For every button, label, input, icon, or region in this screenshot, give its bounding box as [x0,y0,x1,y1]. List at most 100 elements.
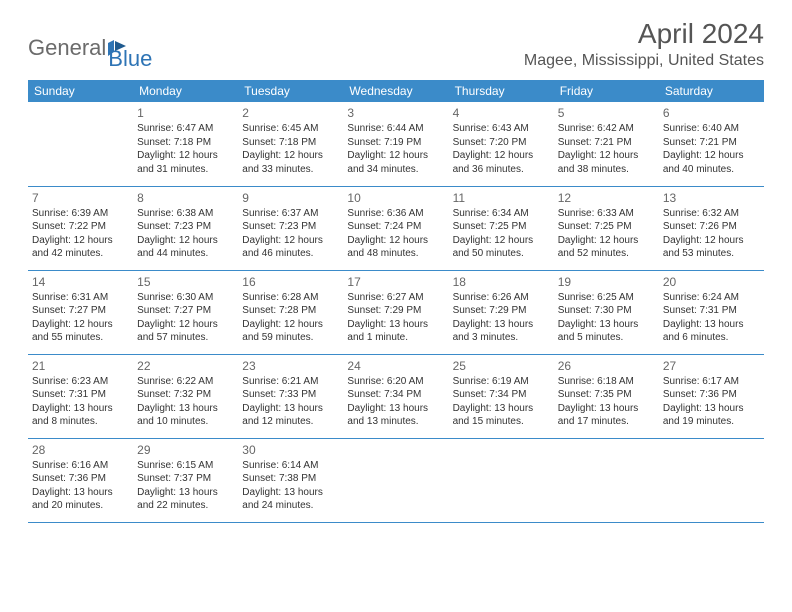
day-number: 28 [32,442,129,458]
brand-part1: General [28,35,106,61]
weekday-header-row: Sunday Monday Tuesday Wednesday Thursday… [28,80,764,102]
daylight-text: Daylight: 12 hours [558,149,655,163]
weekday-header: Friday [554,80,659,102]
sunrise-text: Sunrise: 6:36 AM [347,207,444,221]
title-block: April 2024 Magee, Mississippi, United St… [524,18,764,70]
sunset-text: Sunset: 7:34 PM [347,388,444,402]
sunrise-text: Sunrise: 6:43 AM [453,122,550,136]
daylight-text: Daylight: 12 hours [347,149,444,163]
daylight-text: Daylight: 13 hours [558,318,655,332]
brand-part2: Blue [108,46,152,72]
day-number: 18 [453,274,550,290]
calendar-day-cell: 17Sunrise: 6:27 AMSunset: 7:29 PMDayligh… [343,270,448,354]
sunset-text: Sunset: 7:36 PM [663,388,760,402]
header: General Blue April 2024 Magee, Mississip… [28,18,764,72]
calendar-day-cell: 16Sunrise: 6:28 AMSunset: 7:28 PMDayligh… [238,270,343,354]
day-number: 15 [137,274,234,290]
calendar-day-cell: 24Sunrise: 6:20 AMSunset: 7:34 PMDayligh… [343,354,448,438]
daylight-text: and 36 minutes. [453,163,550,177]
daylight-text: Daylight: 12 hours [137,234,234,248]
calendar-day-cell: 29Sunrise: 6:15 AMSunset: 7:37 PMDayligh… [133,438,238,522]
daylight-text: and 59 minutes. [242,331,339,345]
day-number: 3 [347,105,444,121]
daylight-text: and 19 minutes. [663,415,760,429]
daylight-text: and 34 minutes. [347,163,444,177]
calendar-day-cell [449,438,554,522]
sunrise-text: Sunrise: 6:24 AM [663,291,760,305]
daylight-text: Daylight: 13 hours [663,402,760,416]
day-number: 10 [347,190,444,206]
day-number: 26 [558,358,655,374]
day-number: 11 [453,190,550,206]
sunrise-text: Sunrise: 6:45 AM [242,122,339,136]
calendar-day-cell [554,438,659,522]
daylight-text: Daylight: 13 hours [242,486,339,500]
calendar-day-cell: 3Sunrise: 6:44 AMSunset: 7:19 PMDaylight… [343,102,448,186]
day-number: 14 [32,274,129,290]
sunset-text: Sunset: 7:26 PM [663,220,760,234]
sunset-text: Sunset: 7:25 PM [558,220,655,234]
sunrise-text: Sunrise: 6:15 AM [137,459,234,473]
daylight-text: Daylight: 12 hours [663,234,760,248]
daylight-text: and 46 minutes. [242,247,339,261]
calendar-day-cell [659,438,764,522]
sunset-text: Sunset: 7:36 PM [32,472,129,486]
daylight-text: Daylight: 13 hours [558,402,655,416]
daylight-text: Daylight: 12 hours [663,149,760,163]
daylight-text: and 55 minutes. [32,331,129,345]
day-number: 17 [347,274,444,290]
day-number: 12 [558,190,655,206]
calendar-day-cell: 11Sunrise: 6:34 AMSunset: 7:25 PMDayligh… [449,186,554,270]
sunset-text: Sunset: 7:34 PM [453,388,550,402]
sunset-text: Sunset: 7:21 PM [558,136,655,150]
daylight-text: Daylight: 12 hours [453,234,550,248]
sunrise-text: Sunrise: 6:38 AM [137,207,234,221]
sunrise-text: Sunrise: 6:31 AM [32,291,129,305]
daylight-text: and 50 minutes. [453,247,550,261]
weekday-header: Tuesday [238,80,343,102]
sunrise-text: Sunrise: 6:47 AM [137,122,234,136]
sunset-text: Sunset: 7:33 PM [242,388,339,402]
sunrise-text: Sunrise: 6:39 AM [32,207,129,221]
calendar-day-cell: 8Sunrise: 6:38 AMSunset: 7:23 PMDaylight… [133,186,238,270]
daylight-text: and 33 minutes. [242,163,339,177]
calendar-day-cell: 20Sunrise: 6:24 AMSunset: 7:31 PMDayligh… [659,270,764,354]
sunrise-text: Sunrise: 6:19 AM [453,375,550,389]
day-number: 27 [663,358,760,374]
day-number: 24 [347,358,444,374]
daylight-text: and 10 minutes. [137,415,234,429]
sunrise-text: Sunrise: 6:21 AM [242,375,339,389]
weekday-header: Thursday [449,80,554,102]
calendar-day-cell: 13Sunrise: 6:32 AMSunset: 7:26 PMDayligh… [659,186,764,270]
daylight-text: and 52 minutes. [558,247,655,261]
sunrise-text: Sunrise: 6:30 AM [137,291,234,305]
daylight-text: and 38 minutes. [558,163,655,177]
daylight-text: and 44 minutes. [137,247,234,261]
daylight-text: and 53 minutes. [663,247,760,261]
calendar-day-cell: 12Sunrise: 6:33 AMSunset: 7:25 PMDayligh… [554,186,659,270]
day-number: 13 [663,190,760,206]
sunset-text: Sunset: 7:22 PM [32,220,129,234]
sunrise-text: Sunrise: 6:44 AM [347,122,444,136]
day-number: 29 [137,442,234,458]
sunrise-text: Sunrise: 6:22 AM [137,375,234,389]
sunset-text: Sunset: 7:32 PM [137,388,234,402]
daylight-text: Daylight: 13 hours [137,402,234,416]
calendar-day-cell: 23Sunrise: 6:21 AMSunset: 7:33 PMDayligh… [238,354,343,438]
sunrise-text: Sunrise: 6:25 AM [558,291,655,305]
daylight-text: and 42 minutes. [32,247,129,261]
daylight-text: Daylight: 13 hours [347,402,444,416]
sunset-text: Sunset: 7:19 PM [347,136,444,150]
sunset-text: Sunset: 7:37 PM [137,472,234,486]
calendar-day-cell: 14Sunrise: 6:31 AMSunset: 7:27 PMDayligh… [28,270,133,354]
calendar-table: Sunday Monday Tuesday Wednesday Thursday… [28,80,764,523]
calendar-day-cell: 5Sunrise: 6:42 AMSunset: 7:21 PMDaylight… [554,102,659,186]
daylight-text: and 6 minutes. [663,331,760,345]
calendar-day-cell: 9Sunrise: 6:37 AMSunset: 7:23 PMDaylight… [238,186,343,270]
daylight-text: Daylight: 13 hours [32,486,129,500]
day-number: 6 [663,105,760,121]
sunrise-text: Sunrise: 6:32 AM [663,207,760,221]
sunrise-text: Sunrise: 6:16 AM [32,459,129,473]
daylight-text: Daylight: 12 hours [242,149,339,163]
daylight-text: Daylight: 13 hours [453,402,550,416]
